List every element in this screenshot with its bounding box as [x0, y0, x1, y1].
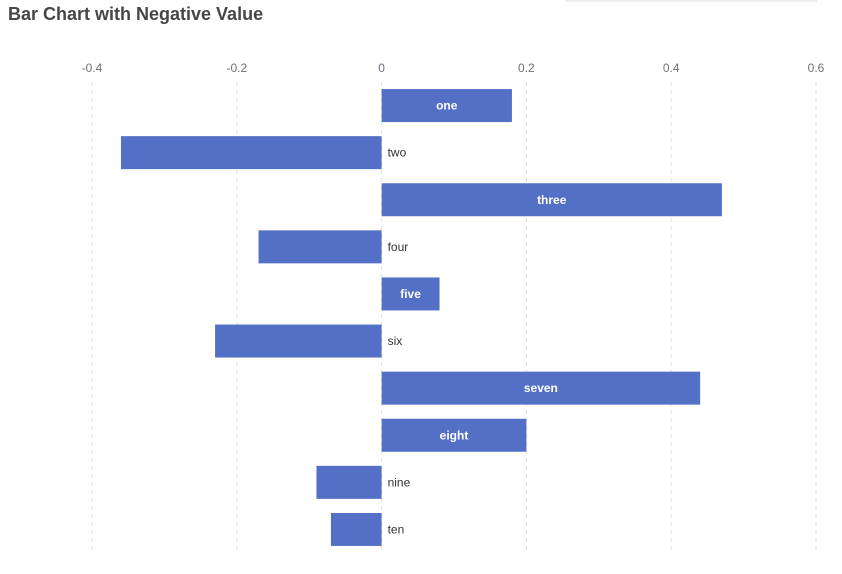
chart-title: Bar Chart with Negative Value [8, 4, 264, 24]
bar-label-three: three [537, 193, 567, 207]
bar-three[interactable] [381, 183, 722, 217]
bar-nine[interactable] [316, 465, 382, 499]
bar-label-six: six [388, 334, 403, 348]
bar-four[interactable] [258, 230, 382, 264]
bar-ten[interactable] [330, 512, 382, 546]
bar-label-eight: eight [440, 428, 469, 442]
bar-label-four: four [388, 240, 409, 254]
x-tick-label: -0.4 [82, 61, 103, 75]
bar-seven[interactable] [381, 371, 701, 405]
bar-labels: one two three four five six seven eight nine ten [388, 99, 567, 537]
bar-label-one: one [436, 99, 458, 113]
bar-label-two: two [388, 146, 407, 160]
bar-six[interactable] [215, 324, 382, 358]
bar-two[interactable] [120, 136, 382, 170]
bars [120, 89, 722, 546]
x-tick-label: 0 [378, 61, 385, 75]
bar-one[interactable] [381, 89, 512, 123]
bar-label-seven: seven [524, 381, 558, 395]
bar-five[interactable] [381, 277, 440, 311]
bar-label-nine: nine [388, 475, 411, 489]
toolbox-strip [565, 0, 817, 2]
bar-label-ten: ten [388, 522, 405, 536]
bar-label-five: five [400, 287, 421, 301]
x-tick-label: 0.2 [518, 61, 535, 75]
x-axis-ticks: -0.4 -0.2 0 0.2 0.4 0.6 [82, 61, 825, 75]
x-tick-label: 0.6 [808, 61, 825, 75]
x-tick-label: 0.4 [663, 61, 680, 75]
bar-eight[interactable] [381, 418, 527, 452]
x-tick-label: -0.2 [226, 61, 247, 75]
